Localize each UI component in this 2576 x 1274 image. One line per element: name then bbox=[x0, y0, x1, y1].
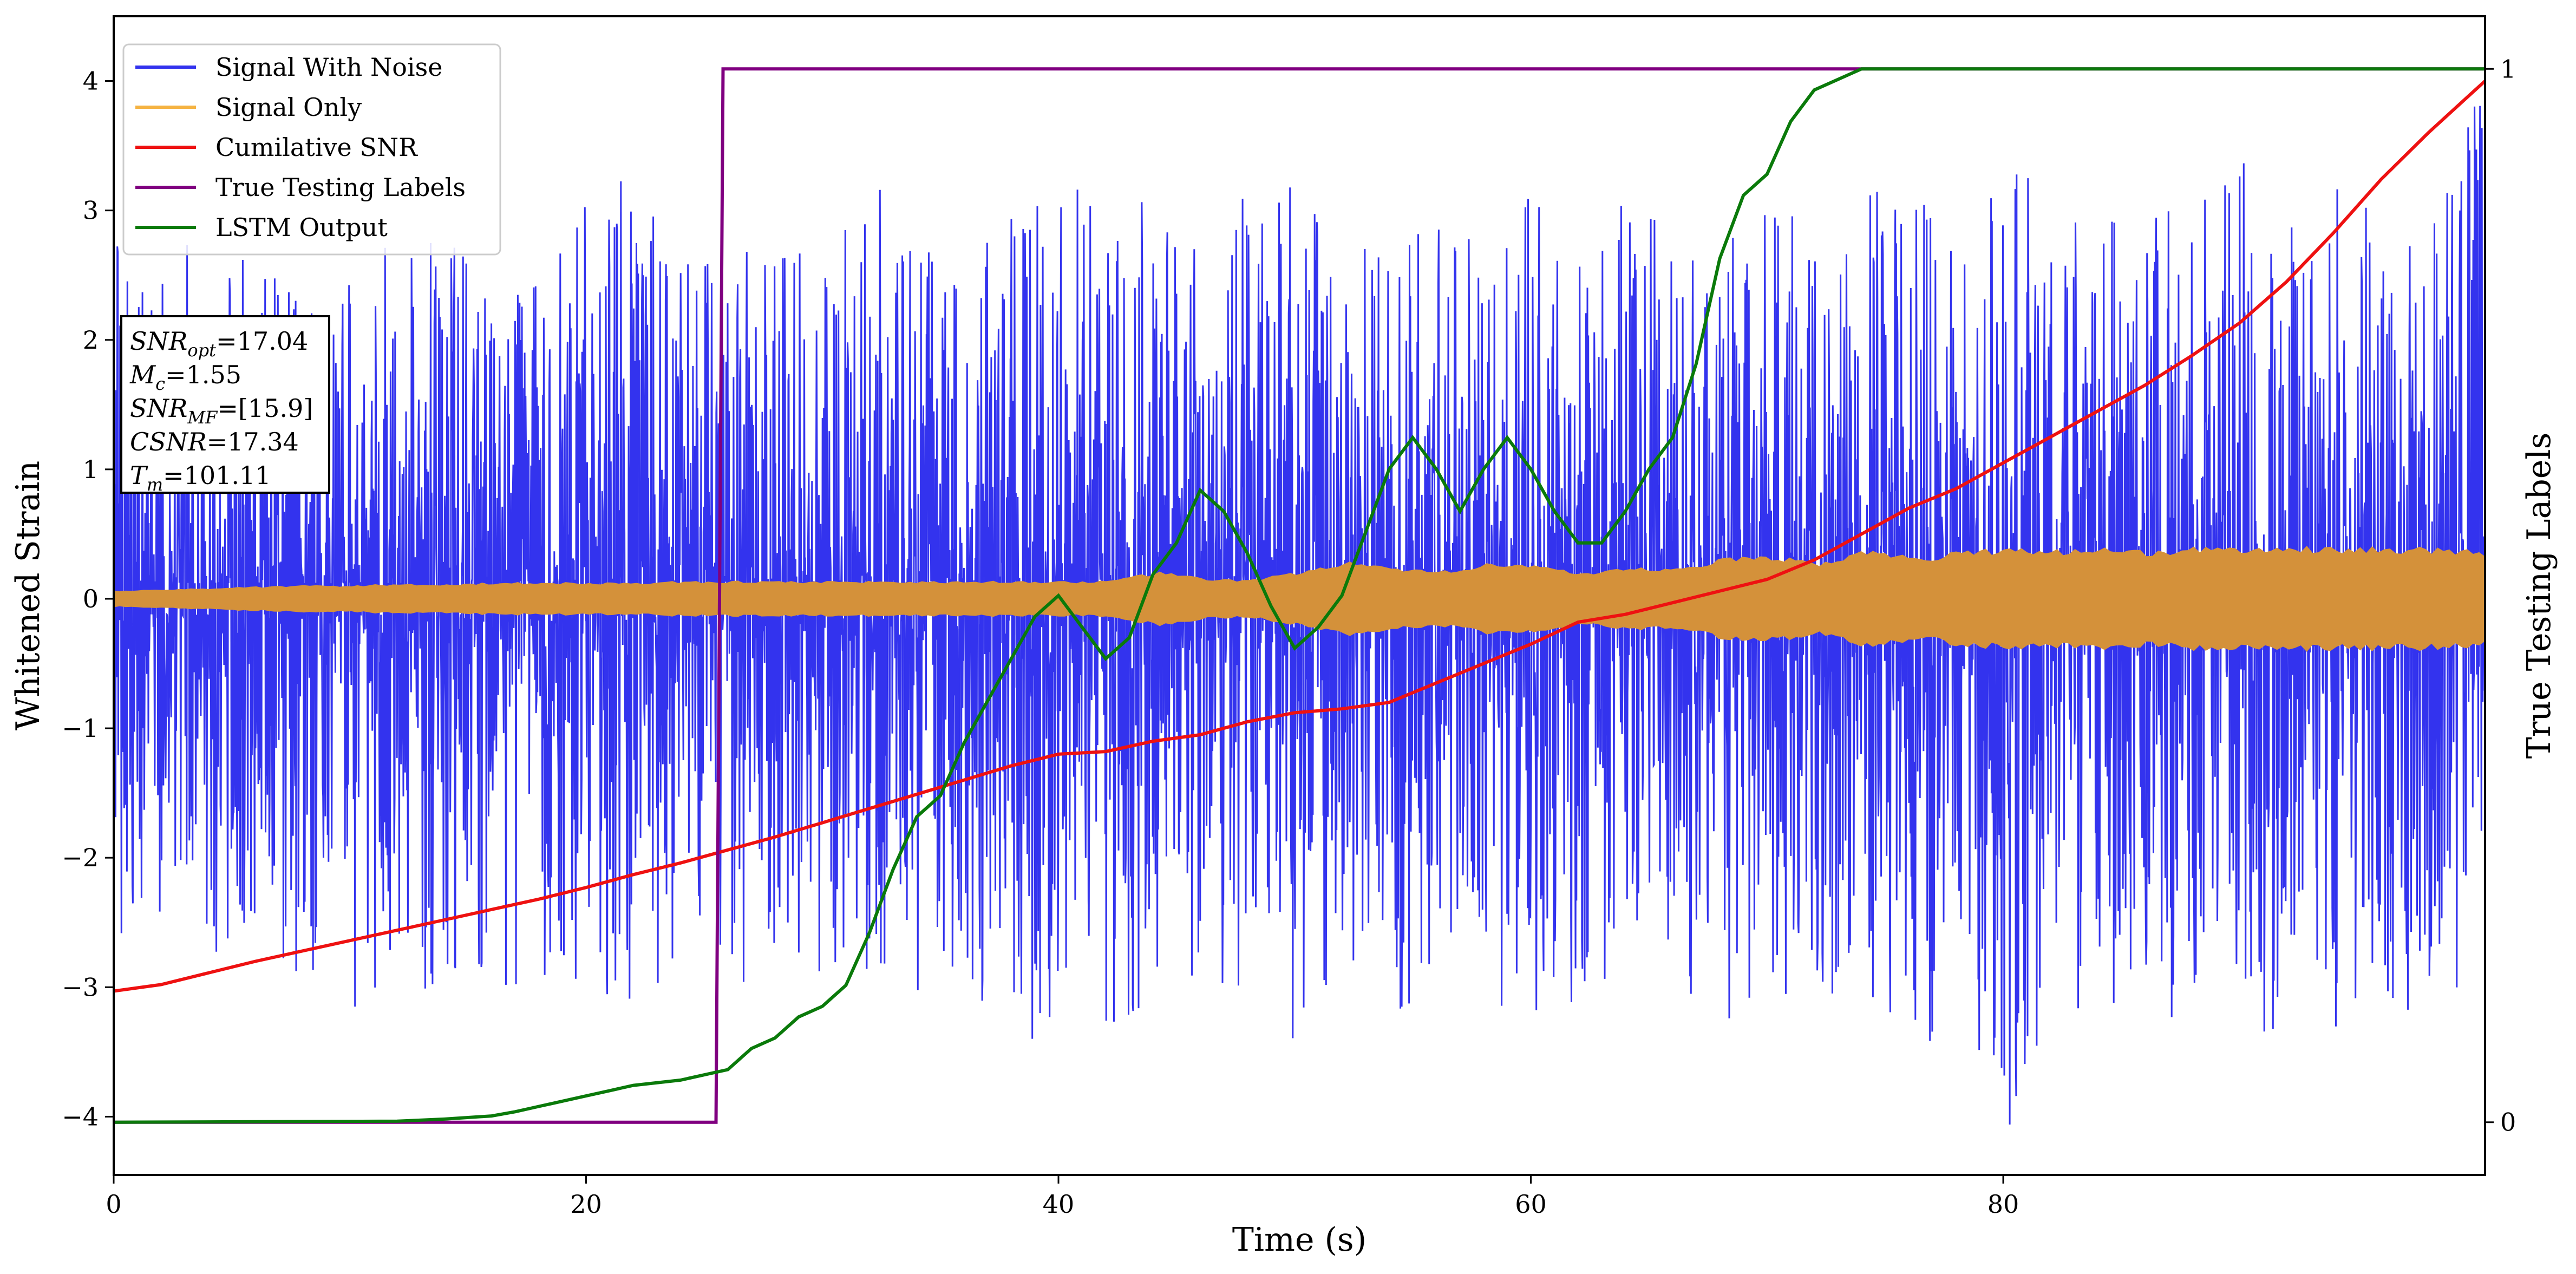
x-tick-label: 80 bbox=[1987, 1190, 2019, 1219]
series-true-testing-labels bbox=[114, 67, 2485, 1124]
x-tick-label: 60 bbox=[1515, 1190, 1547, 1219]
y-axis-label: Whitened Strain bbox=[9, 461, 47, 730]
series-signal-only bbox=[114, 546, 2485, 652]
plot-area bbox=[114, 67, 2485, 1125]
y-tick-label: −3 bbox=[62, 972, 99, 1002]
annotation-symbol: M bbox=[129, 360, 156, 389]
x-tick-label: 0 bbox=[106, 1190, 121, 1219]
y-right-tick-label: 1 bbox=[2500, 54, 2516, 83]
x-tick-label: 20 bbox=[570, 1190, 602, 1219]
legend-box bbox=[122, 43, 501, 256]
annotation-subscript: opt bbox=[187, 340, 216, 361]
annotation-value: =17.04 bbox=[216, 326, 308, 356]
annotation-line: SNRMF=[15.9] bbox=[130, 394, 313, 428]
annotation-frame bbox=[120, 315, 330, 494]
y-tick-label: 3 bbox=[83, 196, 99, 225]
y-tick-label: −2 bbox=[62, 843, 99, 872]
annotation-line: SNRopt=17.04 bbox=[130, 326, 308, 361]
annotation-value: =17.34 bbox=[207, 427, 299, 456]
annotation-symbol: SNR bbox=[130, 326, 187, 356]
series-cumilative-snr bbox=[114, 80, 2485, 993]
y-tick-label: 1 bbox=[83, 455, 99, 484]
y-right-tick-label: 0 bbox=[2500, 1108, 2516, 1137]
legend: Signal With Noise Signal Only Cumilative S… bbox=[122, 43, 501, 256]
legend-label-signal-only: Signal Only bbox=[215, 93, 362, 122]
legend-label-lstm-output: LSTM Output bbox=[215, 213, 388, 242]
annotation-box: SNRopt=17.04Mc=1.55SNRMF=[15.9]CSNR=17.3… bbox=[120, 315, 330, 495]
y-tick-label: −4 bbox=[62, 1102, 99, 1131]
annotation-symbol: T bbox=[130, 461, 148, 490]
x-axis-label: Time (s) bbox=[1232, 1221, 1367, 1259]
annotation-subscript: m bbox=[147, 474, 163, 495]
annotation-subscript: MF bbox=[187, 407, 218, 428]
annotation-line: CSNR=17.34 bbox=[130, 427, 299, 456]
y-tick-label: 0 bbox=[83, 584, 99, 613]
x-tick-label: 40 bbox=[1043, 1190, 1075, 1219]
y-tick-label: 2 bbox=[83, 325, 99, 355]
annotation-value: =1.55 bbox=[165, 360, 241, 389]
annotation-symbol: SNR bbox=[130, 394, 187, 423]
series-lstm-output bbox=[114, 67, 2485, 1124]
legend-label-true-testing-labels: True Testing Labels bbox=[215, 173, 466, 202]
legend-label-cumilative-snr: Cumilative SNR bbox=[215, 133, 418, 162]
annotation-subscript: c bbox=[155, 374, 165, 394]
annotation-line: Tm=101.11 bbox=[130, 461, 271, 495]
annotation-value: =101.11 bbox=[163, 461, 271, 490]
y-tick-label: −1 bbox=[62, 714, 99, 743]
annotation-value: =[15.9] bbox=[217, 394, 313, 423]
y-axis-right: 01 bbox=[2485, 54, 2516, 1137]
y-tick-label: 4 bbox=[83, 67, 99, 96]
x-axis: 0 20 40 60 80 bbox=[106, 1175, 2019, 1219]
annotation-symbol: CSNR bbox=[130, 427, 207, 456]
legend-label-signal-with-noise: Signal With Noise bbox=[215, 53, 442, 82]
y-axis-left: −4 −3 −2 −1 0 1 2 3 4 bbox=[62, 67, 114, 1131]
plot-frame bbox=[113, 15, 2486, 1176]
y-axis-right-label: True Testing Labels bbox=[2520, 433, 2558, 759]
annotation-line: Mc=1.55 bbox=[129, 360, 241, 394]
